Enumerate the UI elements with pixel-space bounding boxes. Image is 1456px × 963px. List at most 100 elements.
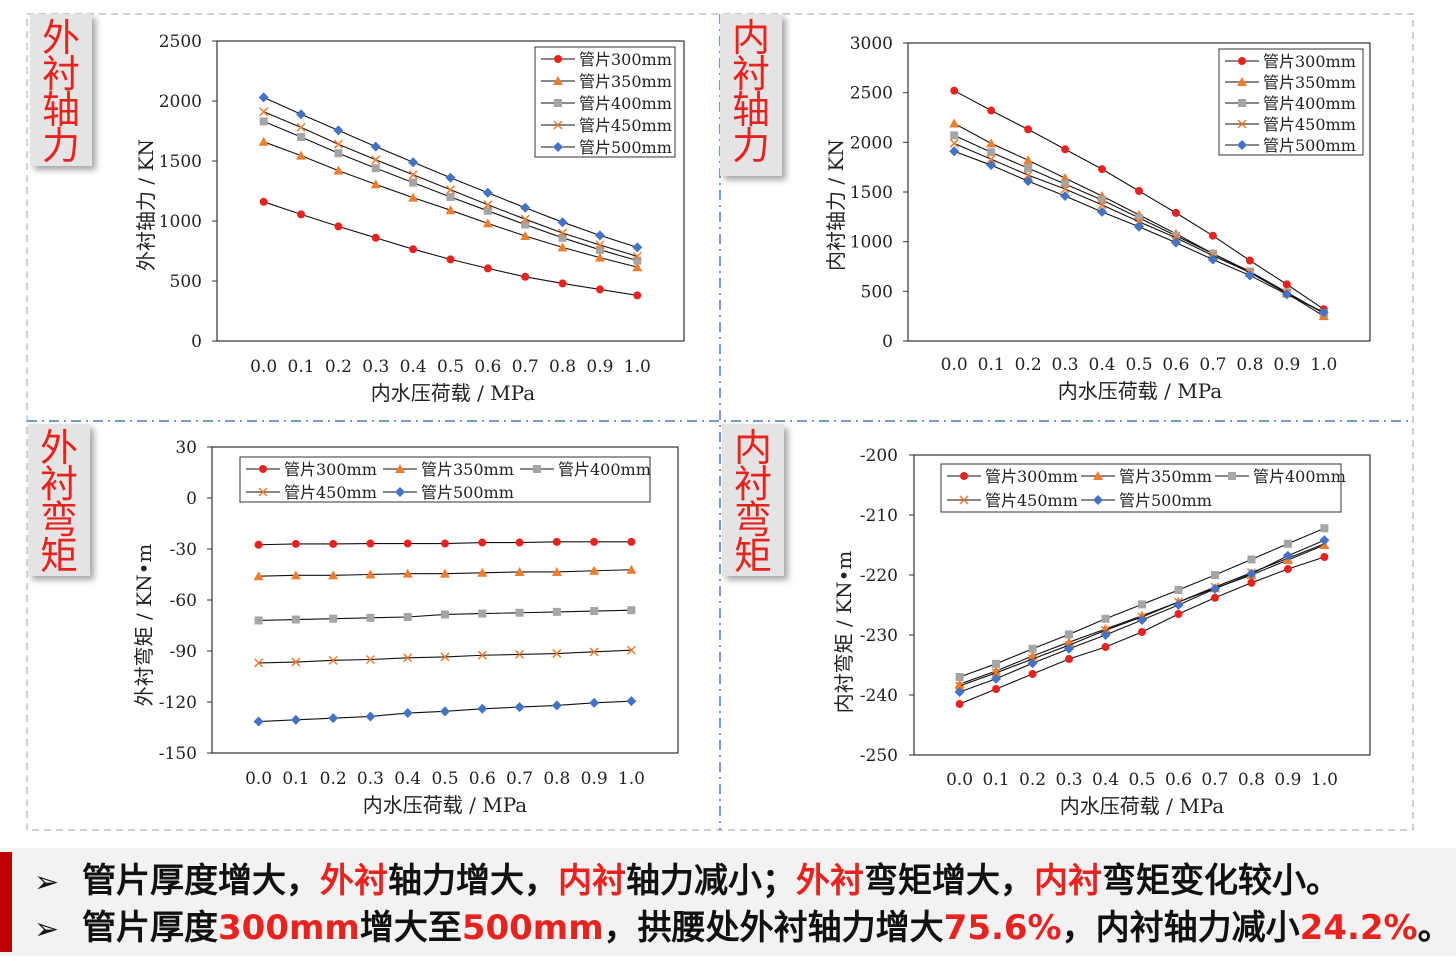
- y-tick-label: -210: [860, 506, 898, 526]
- legend-label: 管片300mm: [579, 50, 672, 69]
- data-point: [1093, 471, 1103, 480]
- data-point: [371, 164, 380, 173]
- series-2: [253, 564, 637, 581]
- legend-entry: [1225, 77, 1259, 86]
- data-point: [1098, 195, 1107, 204]
- series-3: [259, 117, 642, 265]
- data-point: [328, 655, 338, 665]
- series-3: [955, 524, 1329, 681]
- sidebar-tag-outer-moment: 外衬弯矩: [28, 424, 90, 576]
- legend-entry: [383, 464, 417, 473]
- data-point: [371, 155, 381, 165]
- data-point: [626, 645, 636, 655]
- x-tick-label: 0.0: [250, 357, 277, 377]
- data-point: [552, 649, 562, 659]
- series-1: [254, 537, 636, 549]
- data-point: [552, 607, 561, 616]
- data-point: [334, 149, 343, 158]
- summary-bullet-1: ➢ 管片厚度增大，外衬轴力增大，内衬轴力减小；外衬弯矩增大，内衬弯矩变化较小。: [34, 856, 1454, 906]
- legend-entry: [1081, 495, 1115, 505]
- data-point: [955, 681, 965, 691]
- data-point: [557, 217, 568, 228]
- sidebar-tag-char: 外: [39, 426, 78, 470]
- data-point: [626, 564, 637, 574]
- data-point: [1209, 583, 1220, 594]
- legend-entry: [541, 55, 575, 63]
- data-point: [1173, 600, 1184, 610]
- y-tick-label: 1000: [159, 212, 202, 232]
- data-point: [1319, 535, 1330, 546]
- data-point: [949, 138, 959, 148]
- x-tick-label: 0.5: [1128, 770, 1155, 790]
- data-point: [1064, 643, 1075, 654]
- data-point: [554, 99, 562, 107]
- data-point: [477, 703, 488, 714]
- y-tick-label: 0: [186, 489, 197, 509]
- data-point: [954, 679, 965, 689]
- data-point: [955, 700, 964, 708]
- data-point: [521, 272, 530, 281]
- data-point: [333, 165, 344, 175]
- y-tick-label: -200: [860, 446, 898, 466]
- data-point: [949, 118, 960, 128]
- data-point: [1061, 180, 1070, 189]
- sidebar-tag-char: 矩: [39, 534, 78, 578]
- data-point: [959, 495, 969, 505]
- data-point: [589, 697, 600, 708]
- x-tick-label: 0.6: [1162, 355, 1189, 375]
- y-tick-label: 2500: [159, 32, 202, 52]
- data-point: [482, 218, 493, 228]
- legend-entry: [1225, 140, 1259, 150]
- data-point: [291, 657, 301, 667]
- data-point: [992, 659, 1001, 668]
- data-point: [297, 133, 306, 141]
- x-axis-label: 内水压荷载 / MPa: [1058, 379, 1222, 403]
- y-tick-label: 30: [175, 438, 197, 458]
- series-1: [950, 86, 1328, 314]
- y-tick-label: 0: [882, 332, 893, 352]
- data-point: [370, 141, 381, 152]
- data-point: [1174, 586, 1183, 594]
- sidebar-tag-char: 内: [733, 426, 772, 470]
- data-point: [553, 120, 563, 130]
- data-point: [950, 86, 959, 95]
- data-point: [366, 539, 375, 548]
- y-tick-label: -90: [170, 642, 197, 662]
- summary-accent-bar: [0, 852, 12, 952]
- x-tick-label: 0.7: [506, 769, 533, 789]
- data-point: [633, 256, 642, 265]
- data-point: [590, 537, 599, 546]
- x-tick-label: 0.0: [245, 769, 272, 789]
- x-tick-label: 1.0: [1311, 770, 1338, 790]
- y-tick-label: -220: [860, 566, 898, 586]
- data-point: [291, 539, 300, 548]
- data-point: [1060, 173, 1071, 183]
- legend-box: [940, 463, 1342, 513]
- legend-label: 管片450mm: [985, 491, 1078, 510]
- x-tick-label: 0.3: [1052, 355, 1079, 375]
- data-point: [296, 150, 307, 160]
- highlight-text: 300mm: [218, 908, 360, 948]
- x-tick-label: 0.9: [586, 357, 613, 377]
- data-point: [595, 240, 605, 250]
- x-tick-label: 0.2: [325, 357, 352, 377]
- y-tick-label: -240: [860, 686, 898, 706]
- y-tick-label: -230: [860, 626, 898, 646]
- summary-text: 增大至: [359, 908, 462, 948]
- x-axis-label: 内水压荷载 / MPa: [371, 381, 535, 405]
- data-point: [445, 172, 456, 183]
- legend-entry: [947, 495, 981, 505]
- data-point: [482, 187, 493, 198]
- legend-box: [239, 456, 651, 503]
- data-point: [514, 566, 525, 576]
- data-point: [515, 608, 524, 617]
- data-point: [440, 652, 450, 662]
- data-point: [590, 607, 599, 616]
- x-tick-label: 0.4: [1092, 770, 1119, 790]
- data-point: [440, 706, 450, 717]
- sidebar-tag-outer-axial: 外衬轴力: [30, 14, 92, 166]
- sidebar-tag-inner-moment: 内衬弯矩: [722, 424, 784, 576]
- legend-label: 管片300mm: [284, 460, 377, 479]
- data-point: [520, 214, 530, 224]
- legend-label: 管片300mm: [985, 467, 1078, 486]
